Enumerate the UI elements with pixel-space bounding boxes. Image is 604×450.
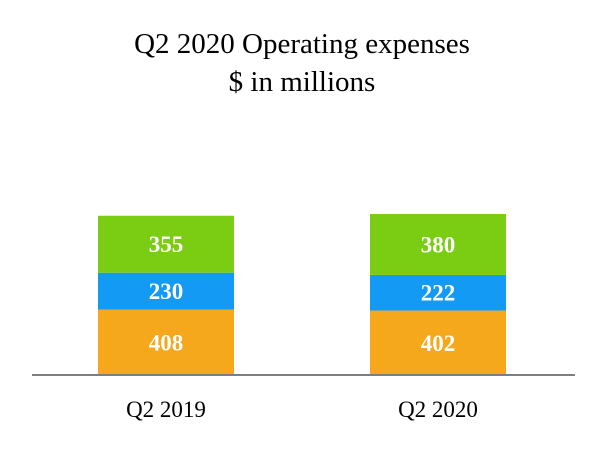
x-tick-label-q2-2019: Q2 2019 [126,397,206,422]
bar-segment-q2-2020-s2 [370,274,506,311]
chart-subtitle: $ in millions [228,66,376,98]
data-label-q2-2019-s2: 230 [149,279,184,304]
bar-segment-q2-2020-s1 [370,310,506,375]
bar-segment-q2-2019-s3 [98,215,234,273]
data-label-q2-2019-s1: 408 [149,330,184,355]
bar-segment-q2-2019-s1 [98,309,234,375]
data-label-q2-2019-s3: 355 [149,232,184,257]
data-label-q2-2020-s2: 222 [421,281,456,306]
bar-segment-q2-2019-s2 [98,272,234,310]
data-label-q2-2020-s3: 380 [421,232,456,257]
chart-title: Q2 2020 Operating expenses [134,28,470,60]
data-label-q2-2020-s1: 402 [421,331,456,356]
bar-segment-q2-2020-s3 [370,214,506,275]
x-tick-label-q2-2020: Q2 2020 [398,397,478,422]
